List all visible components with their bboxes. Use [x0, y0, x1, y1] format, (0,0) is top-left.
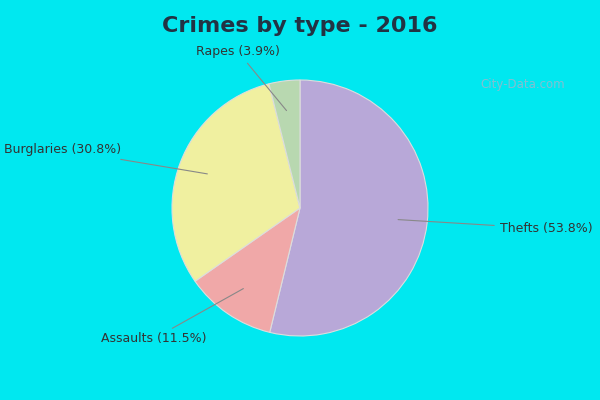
- Text: Thefts (53.8%): Thefts (53.8%): [398, 220, 592, 235]
- Wedge shape: [269, 80, 300, 208]
- Wedge shape: [270, 80, 428, 336]
- Text: Burglaries (30.8%): Burglaries (30.8%): [4, 143, 208, 174]
- Text: Rapes (3.9%): Rapes (3.9%): [196, 45, 287, 110]
- Text: Crimes by type - 2016: Crimes by type - 2016: [162, 16, 438, 36]
- Text: City-Data.com: City-Data.com: [481, 78, 565, 91]
- Wedge shape: [195, 208, 300, 332]
- Wedge shape: [172, 84, 300, 281]
- Text: Assaults (11.5%): Assaults (11.5%): [101, 288, 244, 346]
